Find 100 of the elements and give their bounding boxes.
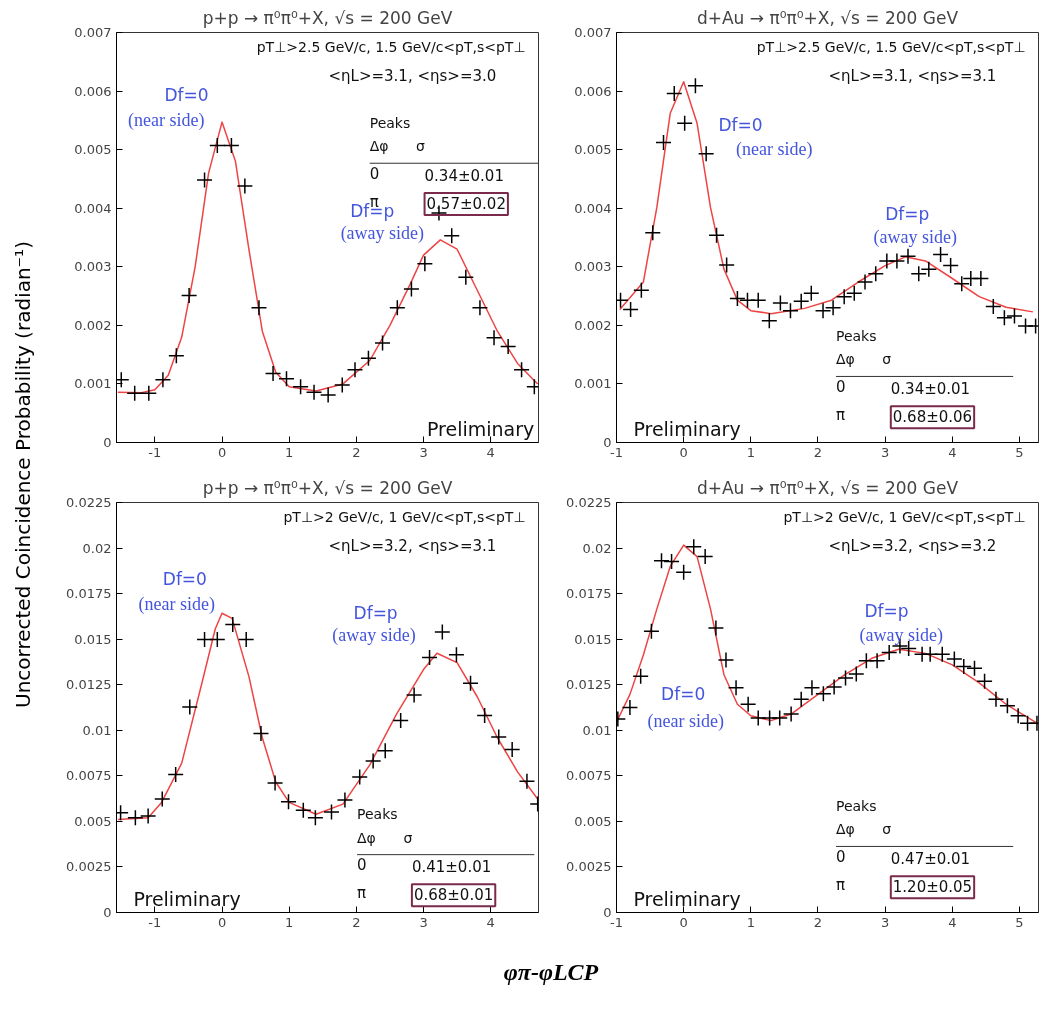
chart-title: p+p → π⁰π⁰+X, √s = 200 GeV bbox=[202, 7, 453, 28]
annotation: π bbox=[357, 884, 367, 903]
x-tick-label: 3 bbox=[419, 914, 428, 930]
annotation: 0 bbox=[369, 164, 380, 183]
x-tick-label: 2 bbox=[813, 914, 823, 930]
annotation: Preliminary bbox=[426, 418, 535, 441]
x-tick-label: -1 bbox=[148, 444, 162, 460]
annotation: 0.34±0.01 bbox=[424, 166, 504, 185]
y-tick-label: 0.002 bbox=[574, 317, 612, 333]
annotation: Peaks bbox=[369, 114, 411, 131]
annotation: <ηL>=3.2, <ηs>=3.1 bbox=[328, 537, 497, 556]
x-tick-label: 1 bbox=[746, 444, 755, 460]
annotation: Df=0 bbox=[661, 684, 706, 705]
annotation: 1.20±0.05 bbox=[892, 878, 973, 897]
annotation: Df=0 bbox=[718, 115, 763, 136]
annotation: Df=p bbox=[353, 603, 398, 624]
y-tick-label: 0.007 bbox=[574, 25, 612, 40]
y-tick-label: 0.007 bbox=[74, 25, 112, 40]
annotation: <ηL>=3.1, <ηs>=3.0 bbox=[328, 67, 497, 86]
y-tick-label: 0.003 bbox=[74, 259, 112, 275]
x-tick-label: 4 bbox=[948, 444, 957, 460]
annotation: 0 bbox=[835, 378, 846, 397]
annotation: (near side) bbox=[736, 138, 813, 160]
x-tick-label: -1 bbox=[610, 444, 623, 460]
x-tick-label: 0 bbox=[679, 444, 688, 460]
x-tick-label: 0 bbox=[679, 914, 688, 930]
y-tick-label: 0.006 bbox=[74, 83, 112, 99]
x-tick-label: 1 bbox=[746, 914, 755, 930]
annotation: 0.34±0.01 bbox=[890, 380, 971, 399]
y-tick-label: 0.003 bbox=[574, 259, 612, 275]
annotation: Df=p bbox=[885, 204, 930, 225]
x-tick-label: 3 bbox=[881, 914, 890, 930]
x-tick-label: 0 bbox=[217, 914, 227, 930]
x-tick-label: 4 bbox=[948, 914, 957, 930]
annotation: pT⊥>2 GeV/c, 1 GeV/c<pT,s<pT⊥ bbox=[783, 508, 1026, 525]
annotation: 0 bbox=[357, 856, 367, 875]
y-tick-label: 0.005 bbox=[74, 813, 112, 829]
y-tick-label: 0.0125 bbox=[66, 677, 112, 693]
annotation: Peaks bbox=[357, 805, 398, 822]
annotation: pT⊥>2.5 GeV/c, 1.5 GeV/c<pT,s<pT⊥ bbox=[756, 38, 1026, 55]
annotation: Df=0 bbox=[164, 85, 209, 106]
annotation: π bbox=[835, 876, 845, 895]
chart-title: d+Au → π⁰π⁰+X, √s = 200 GeV bbox=[696, 7, 959, 28]
annotation: Δφ bbox=[357, 829, 376, 846]
annotation: 0 bbox=[835, 848, 846, 867]
annotation: Peaks bbox=[835, 797, 877, 814]
annotation: (away side) bbox=[859, 624, 944, 646]
y-tick-label: 0.01 bbox=[582, 722, 612, 738]
annotation: (near side) bbox=[128, 110, 205, 132]
x-tick-label: 3 bbox=[881, 444, 890, 460]
y-tick-label: 0.001 bbox=[74, 376, 112, 392]
x-tick-label: -1 bbox=[610, 914, 623, 930]
annotation: pT⊥>2 GeV/c, 1 GeV/c<pT,s<pT⊥ bbox=[283, 508, 526, 525]
y-tick-label: 0.02 bbox=[582, 540, 612, 556]
x-tick-label: 2 bbox=[813, 444, 823, 460]
y-tick-label: 0.005 bbox=[574, 813, 612, 829]
x-tick-label: 4 bbox=[486, 444, 495, 460]
annotation: 0.68±0.06 bbox=[892, 408, 973, 427]
x-tick-label: 2 bbox=[352, 914, 361, 930]
y-tick-label: 0.015 bbox=[74, 631, 112, 647]
y-tick-label: 0.0075 bbox=[66, 768, 112, 784]
y-tick-label: 0.005 bbox=[74, 142, 112, 158]
annotation: 0.57±0.02 bbox=[426, 194, 506, 213]
annotation: Peaks bbox=[835, 327, 877, 344]
annotation: <ηL>=3.2, <ηs>=3.2 bbox=[828, 537, 997, 556]
annotation: Preliminary bbox=[633, 418, 741, 441]
x-tick-label: 0 bbox=[217, 444, 227, 460]
x-tick-label: -1 bbox=[148, 914, 162, 930]
annotation: Preliminary bbox=[633, 888, 741, 911]
annotation: σ bbox=[882, 351, 892, 368]
x-tick-label: 2 bbox=[352, 444, 361, 460]
annotation: 0.41±0.01 bbox=[411, 858, 492, 877]
annotation: σ bbox=[416, 138, 426, 155]
chart-title: d+Au → π⁰π⁰+X, √s = 200 GeV bbox=[696, 477, 959, 498]
y-tick-label: 0.0225 bbox=[566, 495, 612, 510]
annotation: Δφ bbox=[835, 821, 855, 838]
chart-title: p+p → π⁰π⁰+X, √s = 200 GeV bbox=[202, 477, 453, 498]
y-tick-label: 0.0075 bbox=[566, 768, 612, 784]
y-axis-title: Uncorrected Coincidence Probability (radian⁻¹) bbox=[10, 241, 36, 709]
annotation: Df=0 bbox=[162, 569, 207, 590]
x-tick-label: 3 bbox=[419, 444, 428, 460]
y-tick-label: 0.0025 bbox=[66, 859, 112, 875]
x-tick-label: 4 bbox=[486, 914, 495, 930]
y-tick-label: 0.006 bbox=[574, 83, 612, 99]
y-tick-label: 0.02 bbox=[82, 540, 112, 556]
x-tick-label: 5 bbox=[1015, 914, 1024, 930]
x-tick-label: 5 bbox=[1015, 444, 1024, 460]
y-tick-label: 0.0175 bbox=[66, 586, 112, 602]
y-tick-label: 0.005 bbox=[574, 142, 612, 158]
y-tick-label: 0.004 bbox=[574, 200, 612, 216]
y-tick-label: 0.0225 bbox=[66, 495, 112, 510]
annotation: 0.68±0.01 bbox=[413, 886, 494, 905]
y-tick-label: 0.001 bbox=[574, 376, 612, 392]
x-tick-label: 1 bbox=[285, 914, 294, 930]
y-tick-label: 0.0025 bbox=[566, 859, 612, 875]
annotation: Preliminary bbox=[133, 888, 241, 911]
annotation: (near side) bbox=[647, 710, 724, 732]
annotation: Δφ bbox=[369, 138, 389, 155]
annotation: <ηL>=3.1, <ηs>=3.1 bbox=[828, 67, 997, 86]
y-tick-label: 0.015 bbox=[574, 631, 612, 647]
